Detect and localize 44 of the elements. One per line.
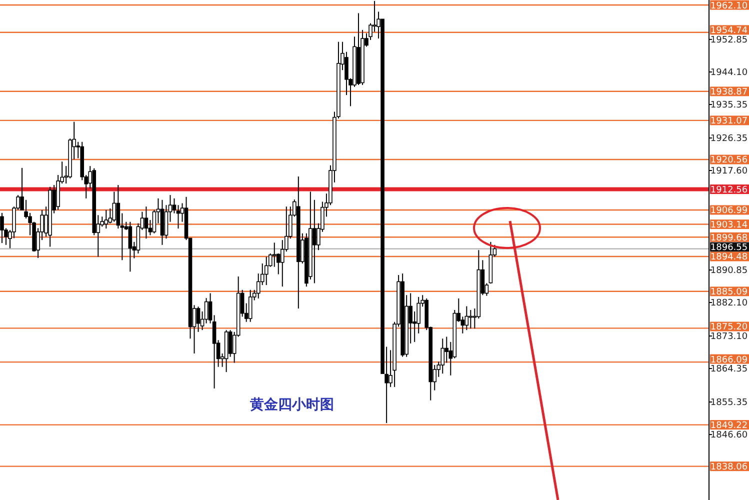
candlestick xyxy=(144,206,148,240)
ref-line-label: 1838.06 xyxy=(710,462,748,473)
candlestick xyxy=(172,198,176,214)
candlestick xyxy=(272,242,276,268)
y-tick-label: 1952.85 xyxy=(710,36,748,46)
ref-line-label: 1962.10 xyxy=(710,1,748,12)
ref-line-label: 1954.74 xyxy=(710,26,748,36)
candlestick xyxy=(248,289,252,322)
ref-line-label: 1906.99 xyxy=(710,206,748,216)
candlestick xyxy=(264,256,268,286)
ref-line-label: 1938.87 xyxy=(710,88,748,98)
candlestick xyxy=(176,204,180,230)
candlestick xyxy=(112,191,116,222)
ref-line-label: 1899.68 xyxy=(710,233,748,244)
y-tick-label: 1873.10 xyxy=(710,332,748,342)
y-tick-label: 1855.35 xyxy=(710,398,748,408)
ref-line-label: 1896.55 xyxy=(710,243,748,254)
candlestick xyxy=(128,221,132,272)
y-tick-label: 1864.35 xyxy=(710,364,748,375)
candlestick xyxy=(0,212,4,244)
ref-line-label: 1866.09 xyxy=(710,355,748,366)
ref-line-label: 1849.22 xyxy=(710,421,748,432)
ref-line-label: 1912.56 xyxy=(710,185,748,196)
y-tick-label: 1935.35 xyxy=(710,100,748,111)
candlestick xyxy=(440,338,445,374)
ref-line-label: 1920.56 xyxy=(710,156,748,166)
ref-line-label: 1885.09 xyxy=(710,288,748,298)
y-tick-label: 1890.85 xyxy=(710,266,748,276)
y-tick-label: 1846.60 xyxy=(710,430,748,441)
ref-line-label: 1894.48 xyxy=(710,252,748,263)
y-tick-label: 1944.10 xyxy=(710,68,748,78)
candlestick xyxy=(464,306,469,331)
candlestick xyxy=(104,209,108,230)
candlestick xyxy=(196,306,200,332)
ref-line-label: 1931.07 xyxy=(710,116,748,127)
text: 黄金四小时图 xyxy=(249,397,334,413)
ref-line-label: 1875.20 xyxy=(710,322,748,333)
candlestick xyxy=(312,199,316,284)
y-tick-label: 1926.35 xyxy=(710,134,748,144)
y-tick-label: 1882.10 xyxy=(710,298,748,309)
candlestick xyxy=(460,316,465,334)
candlestick xyxy=(228,330,232,358)
y-tick-label: 1917.60 xyxy=(710,166,748,177)
ref-line-label: 1903.14 xyxy=(710,220,748,231)
